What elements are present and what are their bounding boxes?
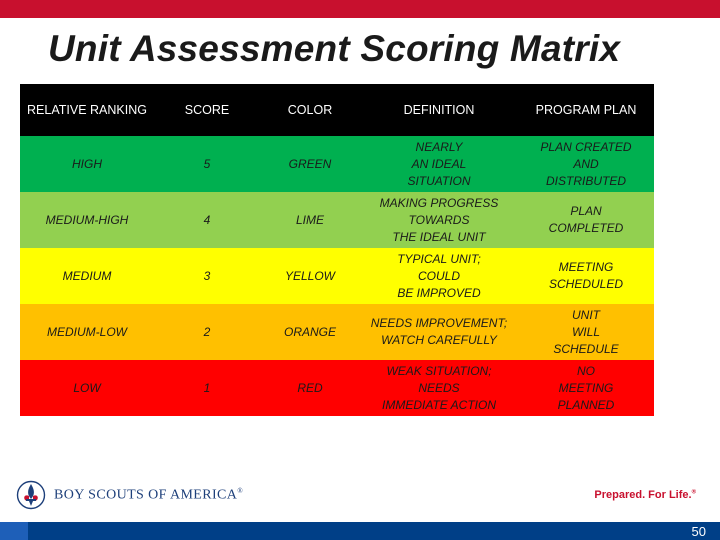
fleur-de-lis-icon (16, 480, 46, 510)
header-score: SCORE (154, 84, 260, 136)
header-definition: DEFINITION (360, 84, 518, 136)
scoring-matrix-table: RELATIVE RANKING SCORE COLOR DEFINITION … (20, 84, 654, 416)
cell-ranking: MEDIUM-HIGH (20, 192, 154, 248)
cell-ranking: HIGH (20, 136, 154, 192)
table-row: LOW 1 RED WEAK SITUATION; NEEDS IMMEDIAT… (20, 360, 654, 416)
table-row: MEDIUM-LOW 2 ORANGE NEEDS IMPROVEMENT; W… (20, 304, 654, 360)
cell-definition: NEARLY AN IDEAL SITUATION (360, 136, 518, 192)
cell-ranking: LOW (20, 360, 154, 416)
cell-program-plan: MEETING SCHEDULED (518, 248, 654, 304)
cell-score: 5 (154, 136, 260, 192)
slide-title: Unit Assessment Scoring Matrix (48, 28, 621, 69)
table-row: MEDIUM-HIGH 4 LIME MAKING PROGRESS TOWAR… (20, 192, 654, 248)
cell-program-plan: UNIT WILL SCHEDULE (518, 304, 654, 360)
header-color: COLOR (260, 84, 360, 136)
cell-score: 1 (154, 360, 260, 416)
logo-text: BOY SCOUTS OF AMERICA® (54, 486, 244, 503)
cell-color: ORANGE (260, 304, 360, 360)
cell-program-plan: PLAN CREATED AND DISTRIBUTED (518, 136, 654, 192)
cell-definition: TYPICAL UNIT; COULD BE IMPROVED (360, 248, 518, 304)
cell-program-plan: NO MEETING PLANNED (518, 360, 654, 416)
cell-definition: MAKING PROGRESS TOWARDS THE IDEAL UNIT (360, 192, 518, 248)
cell-color: LIME (260, 192, 360, 248)
cell-program-plan: PLAN COMPLETED (518, 192, 654, 248)
top-accent-bar (0, 0, 720, 18)
cell-ranking: MEDIUM (20, 248, 154, 304)
table-header-row: RELATIVE RANKING SCORE COLOR DEFINITION … (20, 84, 654, 136)
cell-color: YELLOW (260, 248, 360, 304)
header-relative-ranking: RELATIVE RANKING (20, 84, 154, 136)
cell-ranking: MEDIUM-LOW (20, 304, 154, 360)
bottom-accent-bar (0, 522, 720, 540)
cell-score: 3 (154, 248, 260, 304)
tagline: Prepared. For Life.® (594, 489, 696, 501)
header-program-plan: PROGRAM PLAN (518, 84, 654, 136)
cell-color: GREEN (260, 136, 360, 192)
cell-definition: NEEDS IMPROVEMENT; WATCH CAREFULLY (360, 304, 518, 360)
cell-score: 2 (154, 304, 260, 360)
cell-definition: WEAK SITUATION; NEEDS IMMEDIATE ACTION (360, 360, 518, 416)
cell-color: RED (260, 360, 360, 416)
table-row: HIGH 5 GREEN NEARLY AN IDEAL SITUATION P… (20, 136, 654, 192)
table-row: MEDIUM 3 YELLOW TYPICAL UNIT; COULD BE I… (20, 248, 654, 304)
page-number: 50 (691, 524, 706, 539)
bottom-accent-block (0, 522, 28, 540)
cell-score: 4 (154, 192, 260, 248)
bsa-logo: BOY SCOUTS OF AMERICA® (16, 480, 243, 510)
